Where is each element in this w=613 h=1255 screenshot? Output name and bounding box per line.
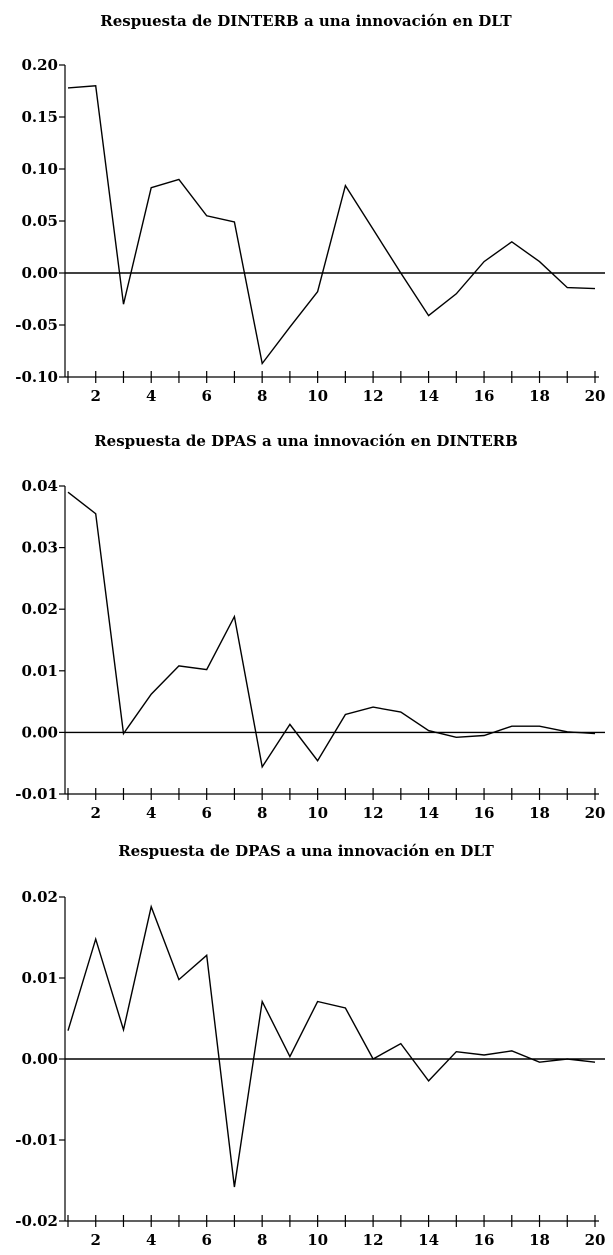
x-tick-label: 6 (201, 387, 211, 405)
series-line (67, 491, 596, 769)
x-tick-label: 12 (363, 387, 384, 405)
x-tick-label: 2 (91, 387, 101, 405)
x-tick-label: 14 (418, 387, 439, 405)
chart-title: Respuesta de DINTERB a una innovación en… (100, 12, 512, 30)
chart-panel-3: Respuesta de DPAS a una innovación en DL… (15, 842, 605, 1249)
y-tick-label: 0.04 (21, 477, 58, 495)
y-tick-label: 0.00 (21, 264, 58, 282)
y-tick-label: -0.01 (15, 1131, 58, 1149)
series-line (67, 85, 596, 366)
y-tick-label: -0.01 (15, 785, 58, 803)
x-tick-label: 20 (585, 1231, 606, 1249)
y-tick-label: 0.00 (21, 723, 58, 741)
x-tick-label: 14 (418, 804, 439, 822)
x-tick-label: 12 (363, 1231, 384, 1249)
x-tick-label: 8 (257, 804, 267, 822)
x-tick-label: 4 (146, 804, 156, 822)
y-tick-label: 0.03 (21, 539, 58, 557)
x-tick-label: 12 (363, 804, 384, 822)
y-tick-label: 0.02 (21, 888, 58, 906)
x-tick-label: 14 (418, 1231, 439, 1249)
x-tick-label: 2 (91, 1231, 101, 1249)
y-tick-label: 0.00 (21, 1050, 58, 1068)
x-tick-label: 18 (529, 804, 550, 822)
x-tick-label: 6 (201, 1231, 211, 1249)
y-tick-label: 0.01 (21, 662, 58, 680)
y-tick-label: 0.20 (21, 56, 58, 74)
x-tick-label: 4 (146, 387, 156, 405)
x-tick-label: 10 (307, 1231, 328, 1249)
chart-panel-2: Respuesta de DPAS a una innovación en DI… (15, 432, 605, 822)
x-tick-label: 20 (585, 804, 606, 822)
x-tick-label: 8 (257, 387, 267, 405)
x-tick-label: 10 (307, 387, 328, 405)
chart-title: Respuesta de DPAS a una innovación en DL… (118, 842, 494, 860)
x-tick-label: 16 (474, 1231, 495, 1249)
y-tick-label: 0.01 (21, 969, 58, 987)
x-tick-label: 16 (474, 387, 495, 405)
x-tick-label: 10 (307, 804, 328, 822)
y-tick-label: 0.02 (21, 600, 58, 618)
x-tick-label: 4 (146, 1231, 156, 1249)
x-tick-label: 18 (529, 387, 550, 405)
x-tick-label: 2 (91, 804, 101, 822)
x-tick-label: 18 (529, 1231, 550, 1249)
y-tick-label: -0.05 (15, 316, 58, 334)
y-tick-label: -0.10 (15, 368, 58, 386)
chart-title: Respuesta de DPAS a una innovación en DI… (94, 432, 518, 450)
y-tick-label: -0.02 (15, 1212, 58, 1230)
x-tick-label: 20 (585, 387, 606, 405)
x-tick-label: 6 (201, 804, 211, 822)
y-tick-label: 0.10 (21, 160, 58, 178)
chart-panel-1: Respuesta de DINTERB a una innovación en… (15, 12, 605, 405)
x-tick-label: 8 (257, 1231, 267, 1249)
x-tick-label: 16 (474, 804, 495, 822)
series-line (67, 904, 596, 1188)
y-tick-label: 0.05 (21, 212, 58, 230)
y-tick-label: 0.15 (21, 108, 58, 126)
